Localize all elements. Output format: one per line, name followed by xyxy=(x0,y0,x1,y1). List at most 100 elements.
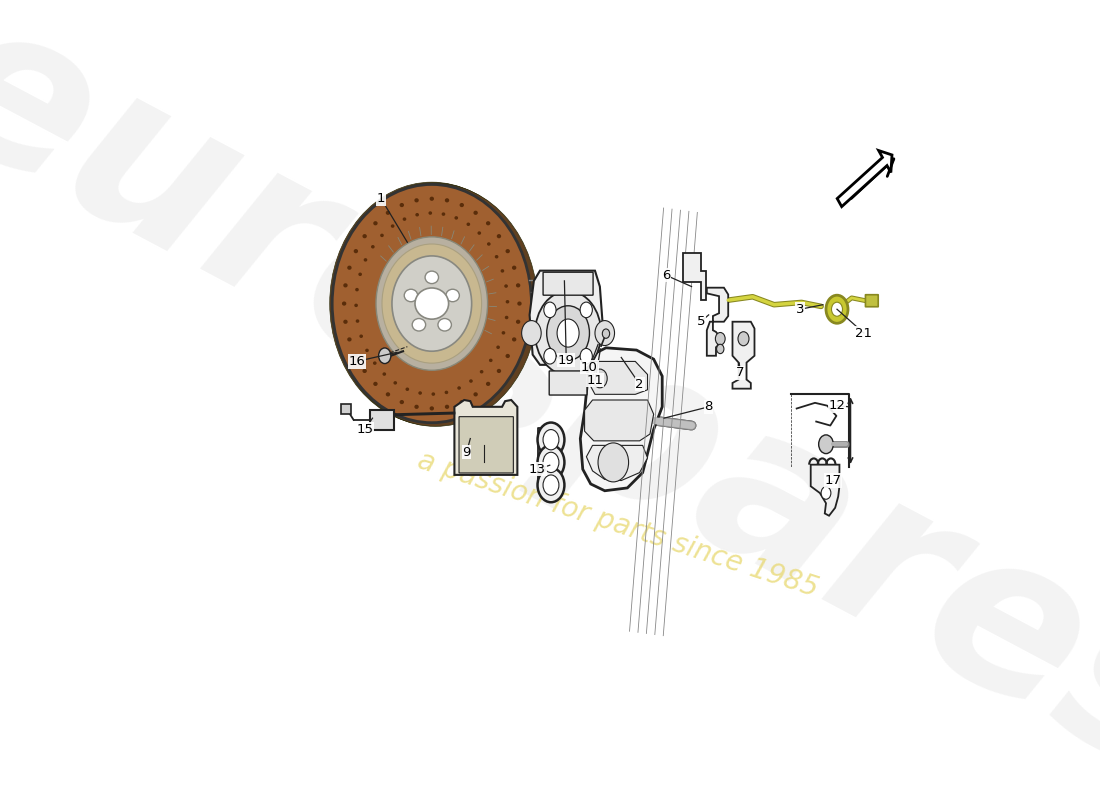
Ellipse shape xyxy=(497,234,502,238)
Ellipse shape xyxy=(430,406,434,410)
Ellipse shape xyxy=(466,222,470,226)
Ellipse shape xyxy=(516,283,520,287)
Circle shape xyxy=(832,302,843,316)
Circle shape xyxy=(738,332,749,346)
Polygon shape xyxy=(586,446,648,481)
Ellipse shape xyxy=(348,338,352,342)
Polygon shape xyxy=(811,465,839,516)
Ellipse shape xyxy=(516,320,520,324)
Circle shape xyxy=(557,319,579,347)
Ellipse shape xyxy=(428,211,432,215)
Ellipse shape xyxy=(354,249,359,254)
Ellipse shape xyxy=(504,284,508,288)
Circle shape xyxy=(716,344,724,354)
Circle shape xyxy=(543,430,559,450)
Ellipse shape xyxy=(500,269,504,273)
Ellipse shape xyxy=(373,362,376,365)
Ellipse shape xyxy=(343,283,348,287)
Ellipse shape xyxy=(512,266,516,270)
Text: 16: 16 xyxy=(349,355,365,368)
Polygon shape xyxy=(581,348,662,490)
Ellipse shape xyxy=(469,379,473,383)
Ellipse shape xyxy=(330,182,534,425)
Ellipse shape xyxy=(506,249,510,254)
FancyBboxPatch shape xyxy=(371,410,394,430)
Ellipse shape xyxy=(496,346,499,349)
FancyBboxPatch shape xyxy=(459,417,514,473)
Text: 7: 7 xyxy=(736,366,745,379)
Ellipse shape xyxy=(394,381,397,385)
Circle shape xyxy=(818,435,834,454)
Ellipse shape xyxy=(373,221,377,226)
Ellipse shape xyxy=(441,212,446,216)
Ellipse shape xyxy=(383,372,386,376)
Circle shape xyxy=(538,468,564,502)
Ellipse shape xyxy=(362,234,366,238)
Polygon shape xyxy=(588,362,648,394)
Ellipse shape xyxy=(392,256,472,351)
FancyBboxPatch shape xyxy=(543,272,593,295)
Ellipse shape xyxy=(354,354,359,358)
FancyBboxPatch shape xyxy=(341,404,351,414)
Circle shape xyxy=(593,369,607,388)
Polygon shape xyxy=(707,288,728,356)
Ellipse shape xyxy=(460,203,464,207)
Circle shape xyxy=(543,475,559,495)
Text: 1: 1 xyxy=(377,192,385,205)
Ellipse shape xyxy=(473,210,477,215)
Polygon shape xyxy=(837,150,892,206)
Circle shape xyxy=(547,306,590,360)
Circle shape xyxy=(535,291,601,375)
Circle shape xyxy=(378,348,390,363)
Ellipse shape xyxy=(505,316,508,319)
Ellipse shape xyxy=(415,198,419,202)
Ellipse shape xyxy=(386,210,390,215)
Ellipse shape xyxy=(438,318,451,331)
Text: a passion for parts since 1985: a passion for parts since 1985 xyxy=(415,446,822,603)
Circle shape xyxy=(821,486,830,499)
Ellipse shape xyxy=(487,242,491,246)
Text: 9: 9 xyxy=(462,446,471,458)
Ellipse shape xyxy=(444,405,449,409)
Ellipse shape xyxy=(376,237,487,370)
Ellipse shape xyxy=(403,218,406,221)
Ellipse shape xyxy=(497,369,502,373)
Text: 3: 3 xyxy=(796,302,804,316)
Ellipse shape xyxy=(355,288,359,291)
Polygon shape xyxy=(584,400,653,441)
Circle shape xyxy=(543,302,556,318)
Ellipse shape xyxy=(343,320,348,324)
Ellipse shape xyxy=(486,382,491,386)
Circle shape xyxy=(543,349,556,364)
Circle shape xyxy=(538,422,564,457)
Ellipse shape xyxy=(359,273,362,276)
Ellipse shape xyxy=(454,216,458,220)
Ellipse shape xyxy=(373,382,377,386)
Circle shape xyxy=(580,302,592,318)
Ellipse shape xyxy=(399,203,404,207)
Ellipse shape xyxy=(331,183,536,426)
Text: 6: 6 xyxy=(662,269,670,282)
Ellipse shape xyxy=(364,258,367,262)
Ellipse shape xyxy=(333,183,538,426)
Circle shape xyxy=(603,329,609,338)
Circle shape xyxy=(598,443,628,482)
Ellipse shape xyxy=(506,300,509,303)
Polygon shape xyxy=(454,400,517,475)
Text: 8: 8 xyxy=(704,400,713,414)
Text: 10: 10 xyxy=(581,361,598,374)
Text: 5: 5 xyxy=(696,315,705,328)
Circle shape xyxy=(826,295,848,323)
Ellipse shape xyxy=(444,198,449,202)
Ellipse shape xyxy=(362,369,366,373)
Ellipse shape xyxy=(431,392,436,396)
FancyBboxPatch shape xyxy=(549,371,587,395)
Ellipse shape xyxy=(495,255,498,258)
Ellipse shape xyxy=(458,386,461,390)
Ellipse shape xyxy=(342,302,346,306)
Text: 13: 13 xyxy=(529,462,546,476)
Ellipse shape xyxy=(415,288,449,319)
Ellipse shape xyxy=(477,231,481,235)
Text: 19: 19 xyxy=(558,354,574,366)
Text: 11: 11 xyxy=(586,374,604,386)
